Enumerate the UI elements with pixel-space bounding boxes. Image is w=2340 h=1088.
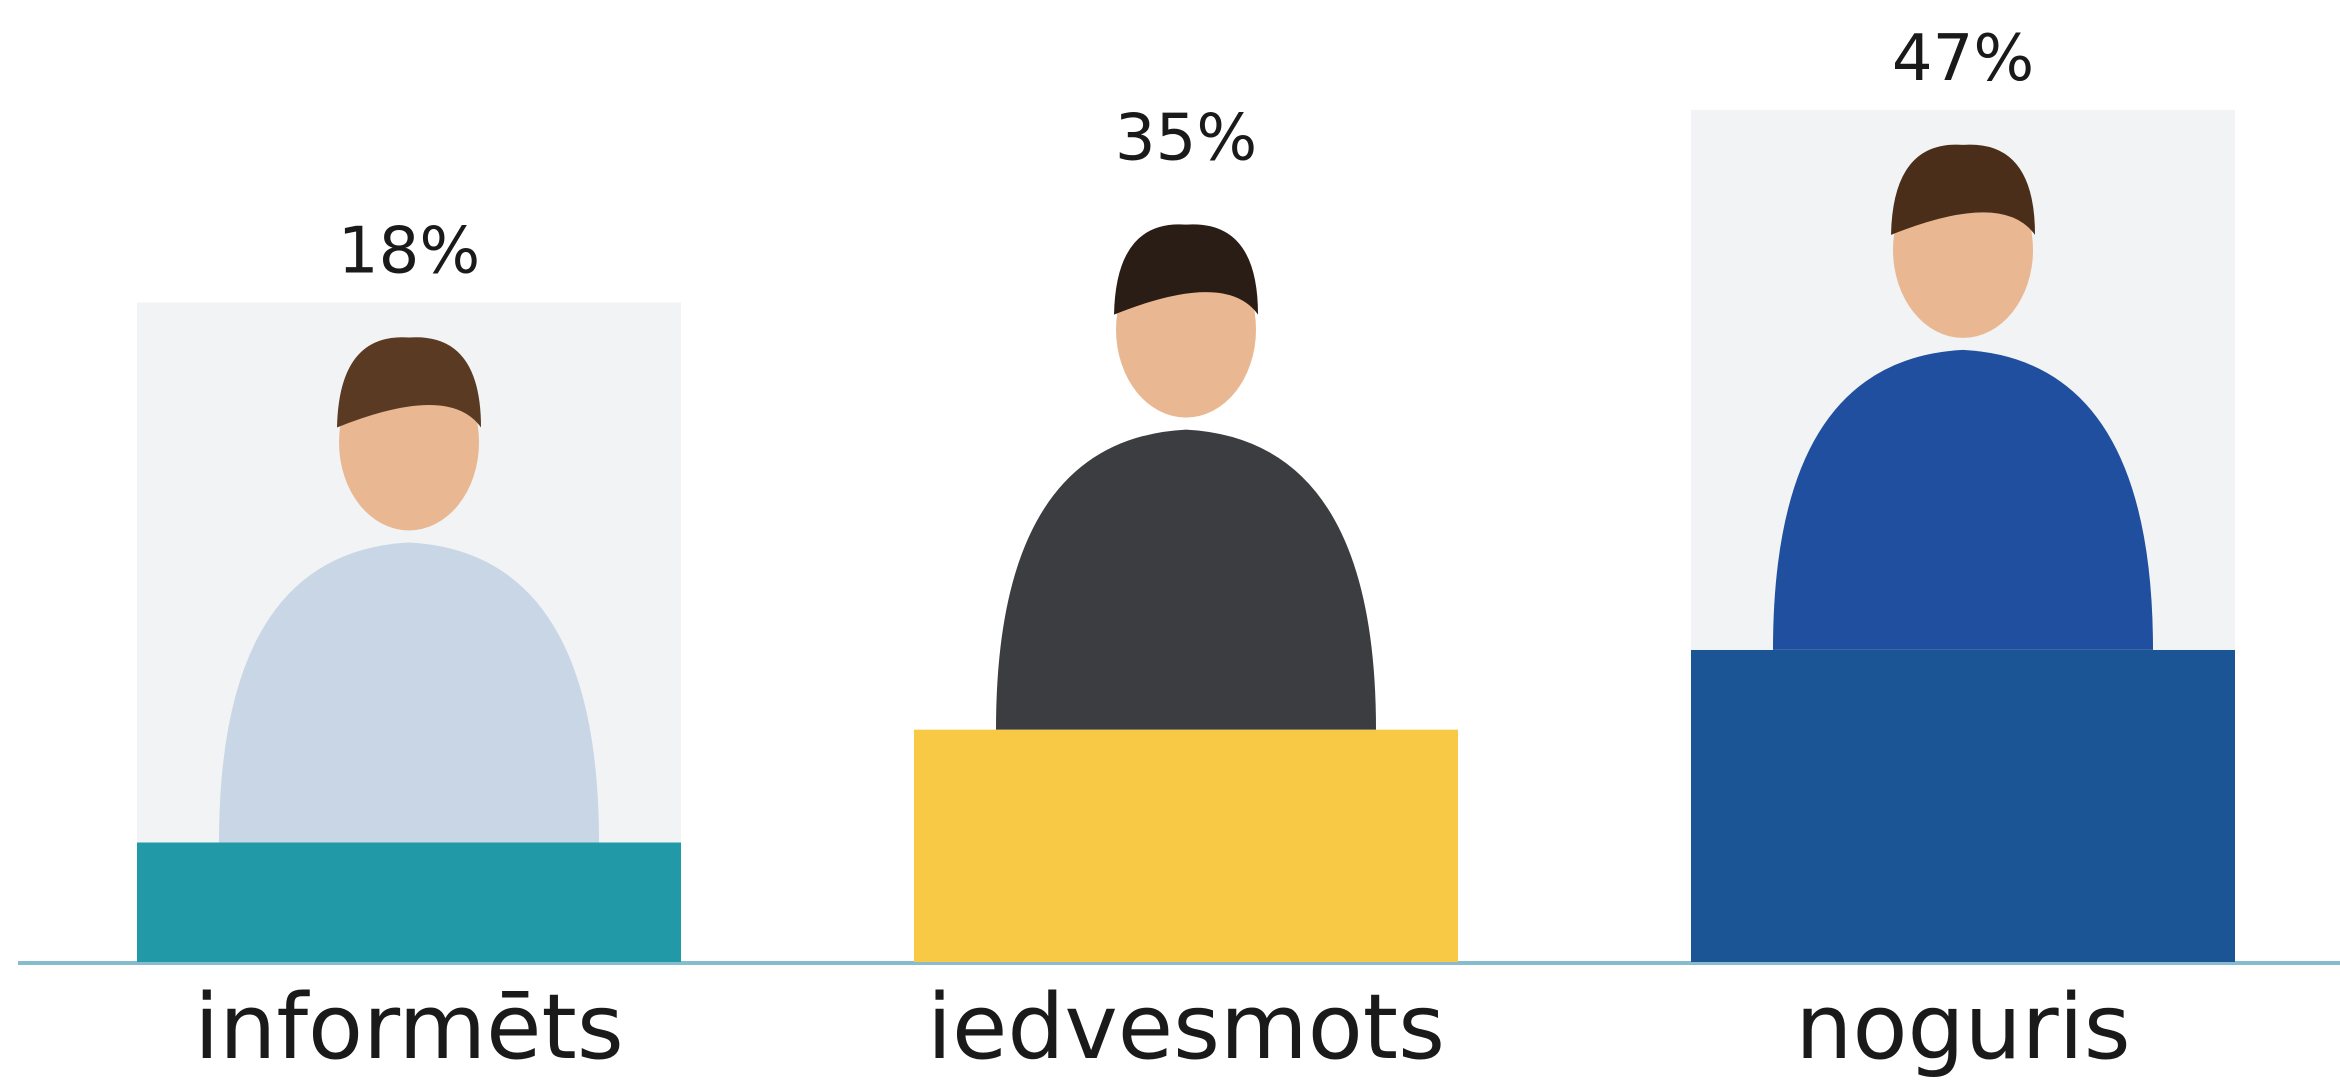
- person-photo: [137, 302, 681, 843]
- person-photo: [1691, 109, 2235, 650]
- bar: [137, 842, 681, 962]
- person-photo: [914, 189, 1458, 730]
- person-body: [219, 542, 599, 843]
- person-body: [996, 429, 1376, 730]
- person-hair: [1114, 224, 1258, 315]
- value-label: 18%: [338, 214, 480, 288]
- category-label: iedvesmots: [927, 975, 1445, 1080]
- person-hair: [337, 337, 481, 428]
- bar: [1691, 649, 2235, 962]
- category-label: informēts: [194, 975, 623, 1080]
- category-label: noguris: [1795, 975, 2130, 1080]
- person-hair: [1891, 144, 2035, 235]
- value-label: 35%: [1115, 102, 1257, 176]
- person-body: [1773, 349, 2153, 650]
- bar: [914, 729, 1458, 962]
- value-label: 47%: [1892, 22, 2034, 96]
